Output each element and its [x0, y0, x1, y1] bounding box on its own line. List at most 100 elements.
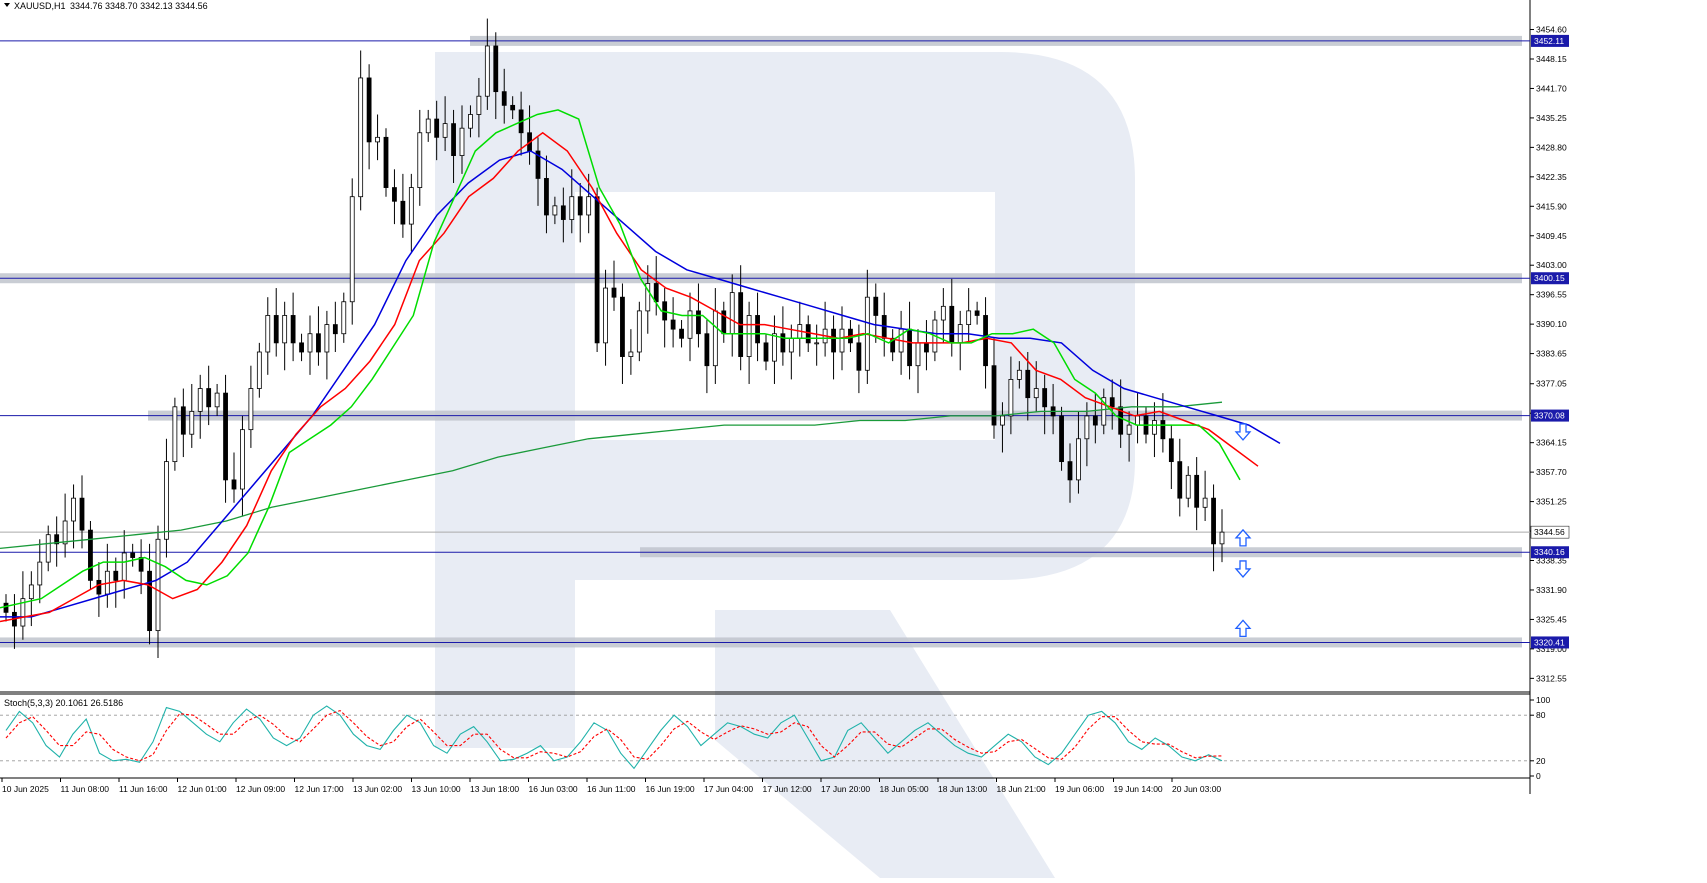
- level-price-tag: [1531, 272, 1569, 285]
- bull-candle: [1219, 531, 1225, 545]
- bear-candle: [130, 552, 136, 558]
- arrow-up-icon: [1234, 619, 1252, 637]
- bear-candle: [366, 77, 372, 143]
- bear-candle: [54, 534, 60, 545]
- bear-candle: [1092, 415, 1098, 426]
- bear-candle: [223, 392, 228, 481]
- bear-candle: [856, 342, 862, 371]
- bear-candle: [594, 196, 600, 344]
- bull-candle: [459, 127, 465, 156]
- arrow-down-icon: [1234, 560, 1252, 578]
- price-tick-label: 3319.00: [1536, 644, 1567, 654]
- level-price-label: 3452.11: [1534, 36, 1564, 46]
- stoch-signal-line: [5, 709, 1223, 762]
- price-tick-label: 3422.35: [1536, 172, 1567, 182]
- bull-candle: [155, 538, 161, 632]
- price-tick-label: 3409.45: [1536, 231, 1567, 241]
- bull-candle: [248, 388, 254, 431]
- bear-candle: [231, 479, 237, 490]
- bull-candle: [349, 196, 355, 303]
- bull-candle: [1084, 415, 1090, 440]
- bear-candle: [3, 602, 9, 613]
- bull-candle: [1135, 415, 1140, 426]
- time-tick-label: 13 Jun 02:00: [353, 784, 402, 794]
- bear-candle: [1194, 474, 1200, 508]
- time-tick-label: 18 Jun 05:00: [880, 784, 929, 794]
- bull-candle: [940, 305, 946, 321]
- bear-candle: [180, 406, 186, 435]
- time-tick-label: 19 Jun 14:00: [1114, 784, 1163, 794]
- bear-candle: [1160, 420, 1166, 440]
- ohlc-values: 3344.76 3348.70 3342.13 3344.56: [70, 1, 208, 11]
- bull-candle: [265, 315, 271, 353]
- time-axis: 10 Jun 2025 11 Jun 08:00 11 Jun 16:00 12 Ju…: [1, 778, 1221, 794]
- time-tick-label: 20 Jun 03:00: [1172, 784, 1221, 794]
- bull-candle: [687, 310, 693, 339]
- price-tick-label: 3357.70: [1536, 467, 1567, 477]
- horizontal-levels: [0, 40, 1530, 643]
- bear-candle: [611, 287, 617, 298]
- bull-candle: [645, 283, 651, 312]
- moving-averages: [0, 109, 1281, 623]
- price-tick-label: 3351.25: [1536, 497, 1567, 507]
- bull-candle: [425, 118, 431, 134]
- price-tick-label: 3390.10: [1536, 319, 1567, 329]
- bull-candle: [772, 333, 777, 362]
- bear-candle: [1118, 406, 1124, 435]
- bull-candle: [476, 95, 482, 115]
- time-tick-label: 17 Jun 12:00: [763, 784, 812, 794]
- bull-candle: [20, 598, 26, 627]
- bull-candle: [586, 196, 592, 216]
- bull-candle: [628, 351, 634, 357]
- arrow-up-icon: [1234, 528, 1252, 547]
- time-tick-label: 13 Jun 10:00: [412, 784, 461, 794]
- bull-candle: [1202, 497, 1208, 508]
- bear-candle: [535, 150, 541, 179]
- chart-header: XAUUSD,H1 3344.76 3348.70 3342.13 3344.5…: [4, 1, 208, 11]
- time-tick-label: 17 Jun 04:00: [704, 784, 753, 794]
- level-price-tag: [1531, 636, 1569, 649]
- level-price-label: 3400.15: [1534, 273, 1565, 283]
- price-tick-label: 3364.15: [1536, 438, 1567, 448]
- collapse-triangle-icon[interactable]: [4, 3, 10, 7]
- bull-candle: [164, 461, 169, 540]
- bull-candle: [62, 520, 68, 545]
- bull-candle: [417, 132, 423, 188]
- bear-candle: [434, 118, 440, 138]
- bear-candle: [991, 365, 997, 426]
- bull-candle: [358, 77, 364, 198]
- bear-candle: [88, 529, 93, 581]
- bear-candle: [544, 178, 549, 216]
- bear-candle: [873, 296, 879, 316]
- signal-arrows: [1234, 423, 1252, 637]
- time-tick-label: 12 Jun 01:00: [178, 784, 227, 794]
- price-tick-label: 3325.45: [1536, 614, 1567, 624]
- price-tick-label: 3415.90: [1536, 201, 1567, 211]
- bear-candle: [780, 333, 786, 353]
- bear-candle: [332, 324, 338, 335]
- bull-candle: [214, 392, 220, 408]
- bear-candle: [273, 315, 279, 344]
- price-tick-label: 3428.80: [1536, 142, 1567, 152]
- price-tick-label: 3403.00: [1536, 260, 1567, 270]
- time-tick-label: 11 Jun 08:00: [61, 784, 110, 794]
- stoch-tick-label: 0: [1536, 771, 1541, 781]
- bear-candle: [907, 328, 912, 367]
- price-tags: 3452.11 3400.15 3370.08 3340.16 3320.41 3344.…: [1530, 34, 1570, 649]
- bear-candle: [949, 305, 955, 344]
- bull-candle: [788, 337, 794, 353]
- arrow-down-icon: [1234, 423, 1252, 441]
- bull-candle: [324, 324, 330, 353]
- stoch-tick-label: 80: [1536, 710, 1546, 720]
- time-tick-label: 16 Jun 03:00: [529, 784, 578, 794]
- bear-candle: [974, 310, 980, 316]
- stochastic-title: Stoch(5,3,3) 20.1061 26.5186: [4, 698, 123, 708]
- bear-candle: [1211, 497, 1216, 545]
- bear-candle: [763, 342, 769, 362]
- bull-candle: [814, 342, 820, 345]
- bull-candle: [45, 534, 51, 563]
- ma-slow-line: [0, 150, 1281, 618]
- bull-candle: [408, 187, 414, 225]
- bear-candle: [1067, 461, 1073, 481]
